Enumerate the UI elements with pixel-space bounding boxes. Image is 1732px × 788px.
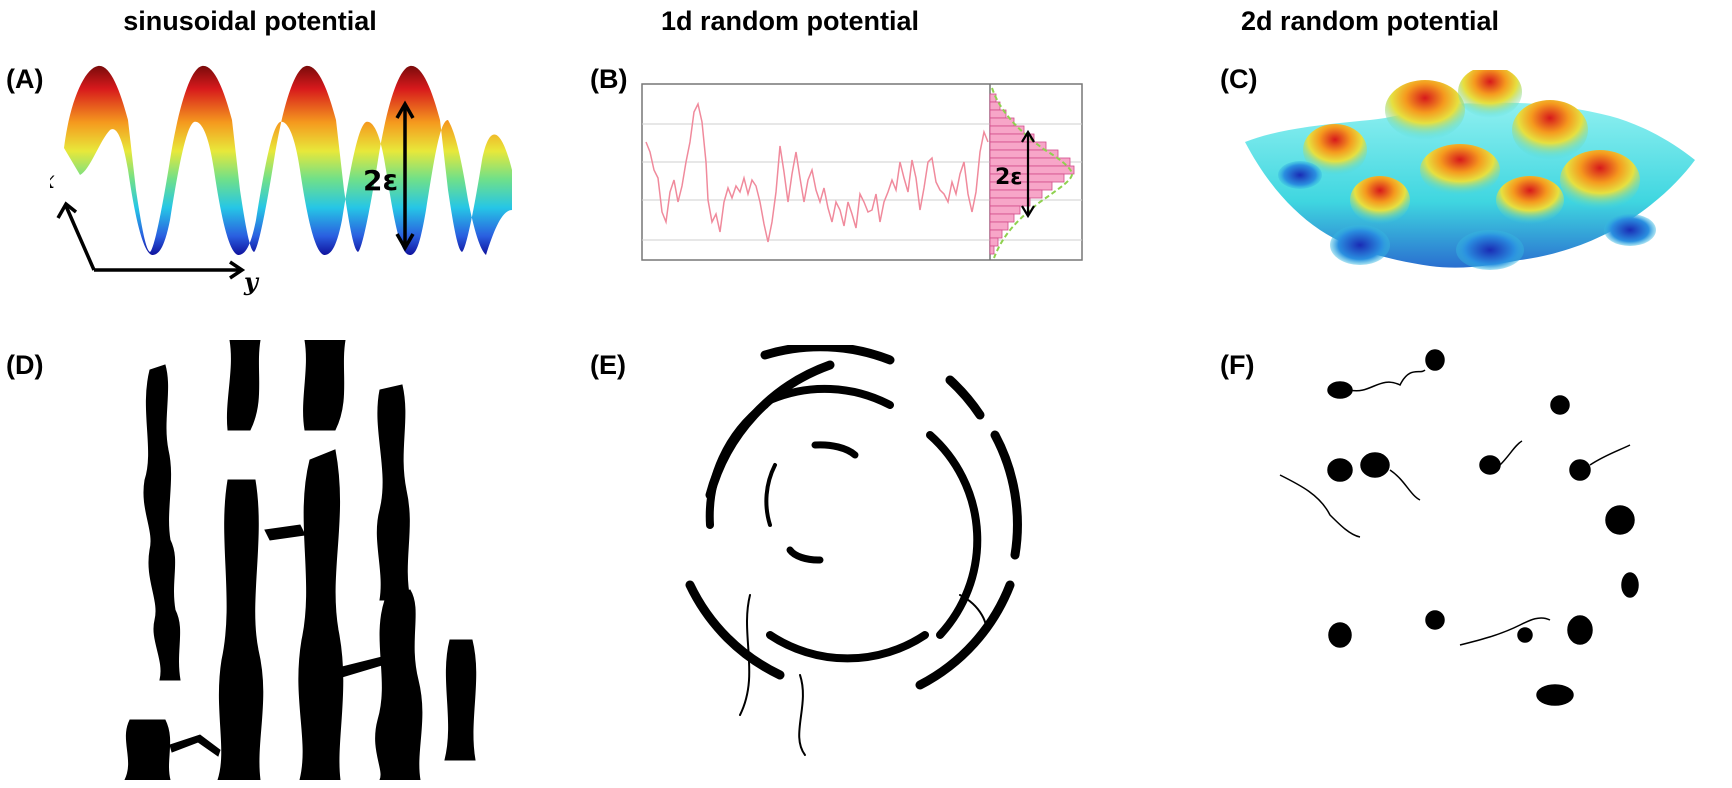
trajectory-traces-f — [1279, 349, 1639, 706]
axes-arrows — [56, 201, 246, 280]
gaussian-fit-curve — [991, 87, 1074, 259]
potential-signal-line — [645, 101, 989, 243]
trajectory-traces-d — [124, 340, 477, 780]
panel-label-b: (B) — [590, 64, 628, 94]
panel-label-a: (A) — [6, 64, 44, 94]
panel-c-2d-random-surface — [1245, 70, 1695, 270]
panel-e-trajectories — [685, 345, 1022, 756]
panel-d-trajectories — [124, 340, 477, 780]
panel-a-sinusoidal-surface: x y 2ε — [50, 65, 512, 296]
sinusoidal-ridges — [64, 65, 512, 255]
amplitude-label-a: 2ε — [363, 164, 398, 197]
amplitude-arrow-b — [1021, 129, 1035, 219]
column-title-1d-random: 1d random potential — [660, 6, 920, 36]
y-axis-label: y — [243, 267, 260, 296]
panel-label-e: (E) — [590, 350, 626, 380]
panel-label-c: (C) — [1220, 64, 1258, 94]
panel-b-1d-random-plot: 2ε — [641, 83, 1083, 261]
panel-label-f: (F) — [1220, 350, 1255, 380]
x-axis-label: x — [50, 165, 55, 194]
amplitude-label-b: 2ε — [995, 165, 1023, 190]
amplitude-arrow-a — [395, 100, 415, 252]
column-title-sinusoidal: sinusoidal potential — [123, 6, 377, 36]
panel-label-d: (D) — [6, 350, 44, 380]
panel-f-trajectories — [1279, 349, 1639, 706]
trajectory-traces-e — [685, 345, 1022, 756]
column-title-2d-random: 2d random potential — [1240, 6, 1500, 36]
random-surface — [1245, 70, 1695, 270]
